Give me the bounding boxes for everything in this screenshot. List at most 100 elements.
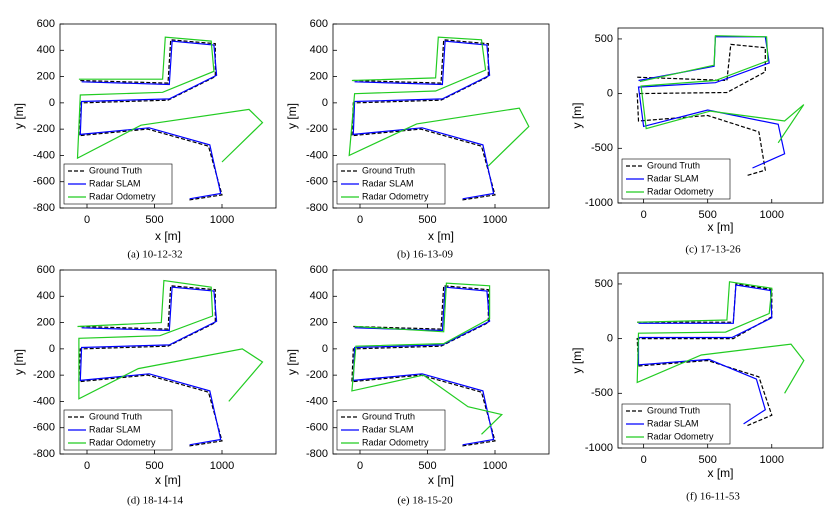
x-axis-label: x [m] <box>708 220 734 234</box>
y-tick-label: 400 <box>37 44 55 56</box>
y-tick-label: -1000 <box>585 442 613 454</box>
x-tick-label: 500 <box>418 460 436 472</box>
y-tick-label: 0 <box>49 97 55 109</box>
x-tick-label: 0 <box>357 214 363 226</box>
x-tick-label: 500 <box>145 214 163 226</box>
y-tick-label: -600 <box>33 422 55 434</box>
y-tick-label: 400 <box>310 44 328 56</box>
trajectory <box>79 286 222 446</box>
x-axis-label: x [m] <box>155 229 181 243</box>
trajectory <box>79 40 222 200</box>
subplot: 0 500 1000 -800 -600 -400 -200 0 200 400 600 Ground… <box>285 18 550 261</box>
y-tick-label: 200 <box>310 70 328 82</box>
legend-label: Ground Truth <box>89 165 142 175</box>
y-tick-label: -400 <box>306 149 328 161</box>
trajectory <box>351 285 496 447</box>
legend-label: Radar SLAM <box>647 418 699 428</box>
legend-label: Radar SLAM <box>362 178 414 188</box>
x-tick-label: 500 <box>145 460 163 472</box>
subplot: 0 500 1000 -800 -600 -400 -200 0 200 400 600 Ground… <box>12 264 277 507</box>
x-tick-label: 1000 <box>210 214 234 226</box>
x-tick-label: 1000 <box>760 209 784 221</box>
x-axis-label: x [m] <box>428 473 454 487</box>
legend-label: Radar Odometry <box>89 191 156 201</box>
y-tick-label: 0 <box>607 88 613 100</box>
trajectory <box>351 282 504 435</box>
y-tick-label: -400 <box>33 395 55 407</box>
subplot: 0 500 1000 -800 -600 -400 -200 0 200 400 600 Ground… <box>12 18 277 261</box>
caption: (f) 16-11-53 <box>686 491 740 503</box>
subplot: 0 500 1000 -800 -600 -400 -200 0 200 400 600 Ground… <box>285 264 550 507</box>
caption: (a) 10-12-32 <box>127 249 182 261</box>
y-tick-label: -600 <box>306 176 328 188</box>
legend-label: Radar SLAM <box>89 178 141 188</box>
y-tick-label: -200 <box>306 369 328 381</box>
legend-label: Radar Odometry <box>362 191 429 201</box>
y-tick-label: -400 <box>33 149 55 161</box>
y-axis-label: y [m] <box>285 103 299 129</box>
x-tick-label: 1000 <box>210 460 234 472</box>
y-tick-label: 200 <box>37 316 55 328</box>
trajectory <box>636 43 766 177</box>
x-axis-label: x [m] <box>155 473 181 487</box>
y-tick-label: -600 <box>306 422 328 434</box>
x-axis-label: x [m] <box>428 229 454 243</box>
x-axis-label: x [m] <box>708 466 734 480</box>
y-tick-label: 600 <box>310 18 328 30</box>
x-tick-label: 500 <box>699 454 717 466</box>
y-tick-label: -200 <box>33 369 55 381</box>
trajectory <box>352 286 495 446</box>
y-tick-label: -1000 <box>585 197 613 209</box>
y-tick-label: 0 <box>49 343 55 355</box>
y-tick-label: -800 <box>33 202 55 214</box>
y-tick-label: -500 <box>591 387 613 399</box>
y-axis-label: y [m] <box>570 103 584 129</box>
x-tick-label: 0 <box>641 454 647 466</box>
x-tick-label: 500 <box>418 214 436 226</box>
legend-label: Radar Odometry <box>647 186 714 196</box>
legend-label: Ground Truth <box>89 411 142 421</box>
legend-label: Ground Truth <box>647 405 700 415</box>
y-tick-label: -200 <box>33 123 55 135</box>
y-tick-label: 600 <box>37 18 55 30</box>
legend-label: Radar Odometry <box>362 437 429 447</box>
subplot: 0 500 1000 -1000 -500 0 500 Ground Truth Radar S… <box>570 27 824 256</box>
x-tick-label: 0 <box>84 460 90 472</box>
y-axis-label: y [m] <box>285 349 299 375</box>
y-tick-label: 500 <box>595 278 613 290</box>
legend-label: Radar Odometry <box>647 431 714 441</box>
trajectory <box>78 285 223 447</box>
legend-label: Radar SLAM <box>362 424 414 434</box>
legend-label: Radar SLAM <box>89 424 141 434</box>
y-tick-label: -800 <box>33 448 55 460</box>
x-tick-label: 500 <box>699 209 717 221</box>
y-tick-label: 400 <box>37 290 55 302</box>
trajectory <box>351 39 496 201</box>
y-tick-label: 0 <box>322 343 328 355</box>
y-tick-label: 500 <box>595 33 613 45</box>
y-tick-label: 0 <box>607 333 613 345</box>
y-axis-label: y [m] <box>12 349 26 375</box>
subplot: 0 500 1000 -1000 -500 0 500 Ground Truth Radar S… <box>570 272 824 503</box>
y-tick-label: -800 <box>306 202 328 214</box>
y-tick-label: 400 <box>310 290 328 302</box>
caption: (e) 18-15-20 <box>397 495 453 507</box>
trajectory <box>636 281 805 394</box>
legend-label: Ground Truth <box>362 411 415 421</box>
y-tick-label: -600 <box>33 176 55 188</box>
caption: (c) 17-13-26 <box>685 244 741 256</box>
y-tick-label: 0 <box>322 97 328 109</box>
y-tick-label: -800 <box>306 448 328 460</box>
y-tick-label: -200 <box>306 123 328 135</box>
legend-label: Ground Truth <box>362 165 415 175</box>
trajectory <box>348 36 530 167</box>
trajectory <box>352 40 495 200</box>
x-tick-label: 0 <box>641 209 647 221</box>
y-axis-label: y [m] <box>12 103 26 129</box>
trajectory <box>639 35 805 144</box>
y-tick-label: -400 <box>306 395 328 407</box>
legend-label: Radar Odometry <box>89 437 156 447</box>
x-tick-label: 1000 <box>483 214 507 226</box>
y-tick-label: 600 <box>37 264 55 276</box>
